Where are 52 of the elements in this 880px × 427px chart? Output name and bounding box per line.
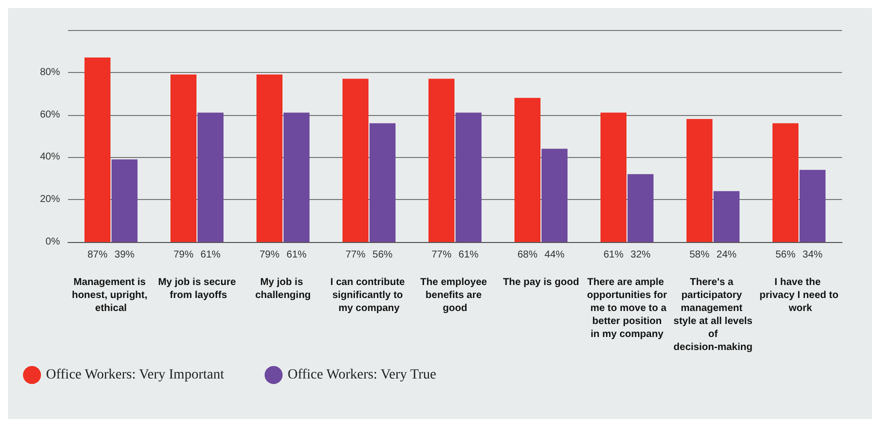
data-label: 61%: [200, 250, 221, 260]
data-label: 44%: [544, 250, 565, 260]
bar: [112, 159, 138, 242]
legend-label: Office Workers: Very Important: [46, 368, 224, 382]
bar: [198, 112, 224, 242]
x-tick-label: I can contribute significantly to my company: [330, 277, 408, 314]
data-label: 58%: [689, 250, 710, 260]
bar: [284, 112, 310, 242]
data-label: 34%: [802, 250, 823, 260]
data-label: 87%: [87, 250, 108, 260]
bar: [456, 112, 482, 242]
bar: [84, 58, 110, 242]
data-label: 77%: [431, 250, 452, 260]
x-tick-label: Management is honest, upright, ethical: [72, 277, 150, 314]
y-tick-label: 0%: [46, 236, 60, 248]
x-tick-label: The pay is good: [502, 277, 580, 288]
y-tick-label: 60%: [40, 109, 60, 120]
data-label: 61%: [286, 250, 307, 260]
data-label: 68%: [517, 250, 538, 260]
bar: [256, 74, 282, 242]
x-tick-label: My job is secure from layoffs: [158, 277, 236, 301]
bar: [686, 119, 712, 242]
data-label: 61%: [603, 250, 624, 260]
data-label: 61%: [458, 250, 479, 260]
y-tick-label: 40%: [40, 152, 60, 163]
bar: [772, 123, 798, 242]
data-label: 79%: [259, 250, 280, 260]
legend-label: Office Workers: Very True: [288, 368, 436, 382]
bar: [800, 170, 826, 242]
bar: [170, 74, 196, 242]
bar: [342, 78, 368, 242]
data-label: 79%: [173, 250, 194, 260]
x-tick-label: I have the privacy I need to work: [760, 277, 838, 314]
bar: [514, 98, 540, 242]
x-tick-label: My job is challenging: [255, 277, 311, 301]
bar: [542, 148, 568, 242]
x-tick-label: There's a participatory management style at all levels of decision-making: [674, 277, 753, 353]
x-tick-label: The employee benefits are good: [420, 277, 490, 314]
y-tick-label: 80%: [40, 66, 60, 78]
data-label: 56%: [372, 250, 393, 260]
bar: [370, 123, 396, 242]
bar: [428, 78, 454, 242]
data-label: 56%: [775, 250, 796, 260]
bar: [600, 112, 626, 242]
data-label: 24%: [716, 250, 737, 260]
bar: [714, 191, 740, 242]
x-tick-label: There are ample opportunities for me to move to a better position in my company: [587, 277, 668, 340]
y-tick-label: 20%: [40, 194, 60, 206]
bar: [628, 174, 654, 242]
data-label: 77%: [345, 250, 366, 260]
data-label: 32%: [630, 250, 651, 260]
data-label: 39%: [114, 250, 135, 260]
